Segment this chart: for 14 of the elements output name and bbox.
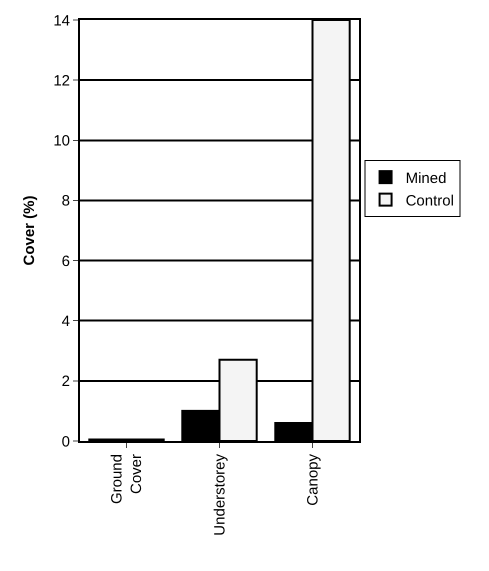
y-tick-label: 4 (62, 312, 70, 330)
y-tick-label: 0 (62, 433, 70, 450)
legend-label: Control (406, 192, 454, 210)
legend-label: Mined (406, 170, 446, 187)
y-tick-label: 8 (62, 192, 70, 210)
x-tick-label: Canopy (304, 454, 322, 506)
x-tick-label: Understorey (211, 454, 228, 536)
y-tick-label: 10 (53, 132, 70, 150)
y-tick-label: 12 (53, 72, 70, 90)
y-tick-label: 14 (53, 12, 70, 30)
y-tick-label: 2 (62, 373, 70, 390)
y-tick-label: 6 (62, 252, 70, 270)
x-tick-label: Ground Cover (108, 454, 146, 504)
y-axis-title: Cover (%) (21, 195, 38, 266)
